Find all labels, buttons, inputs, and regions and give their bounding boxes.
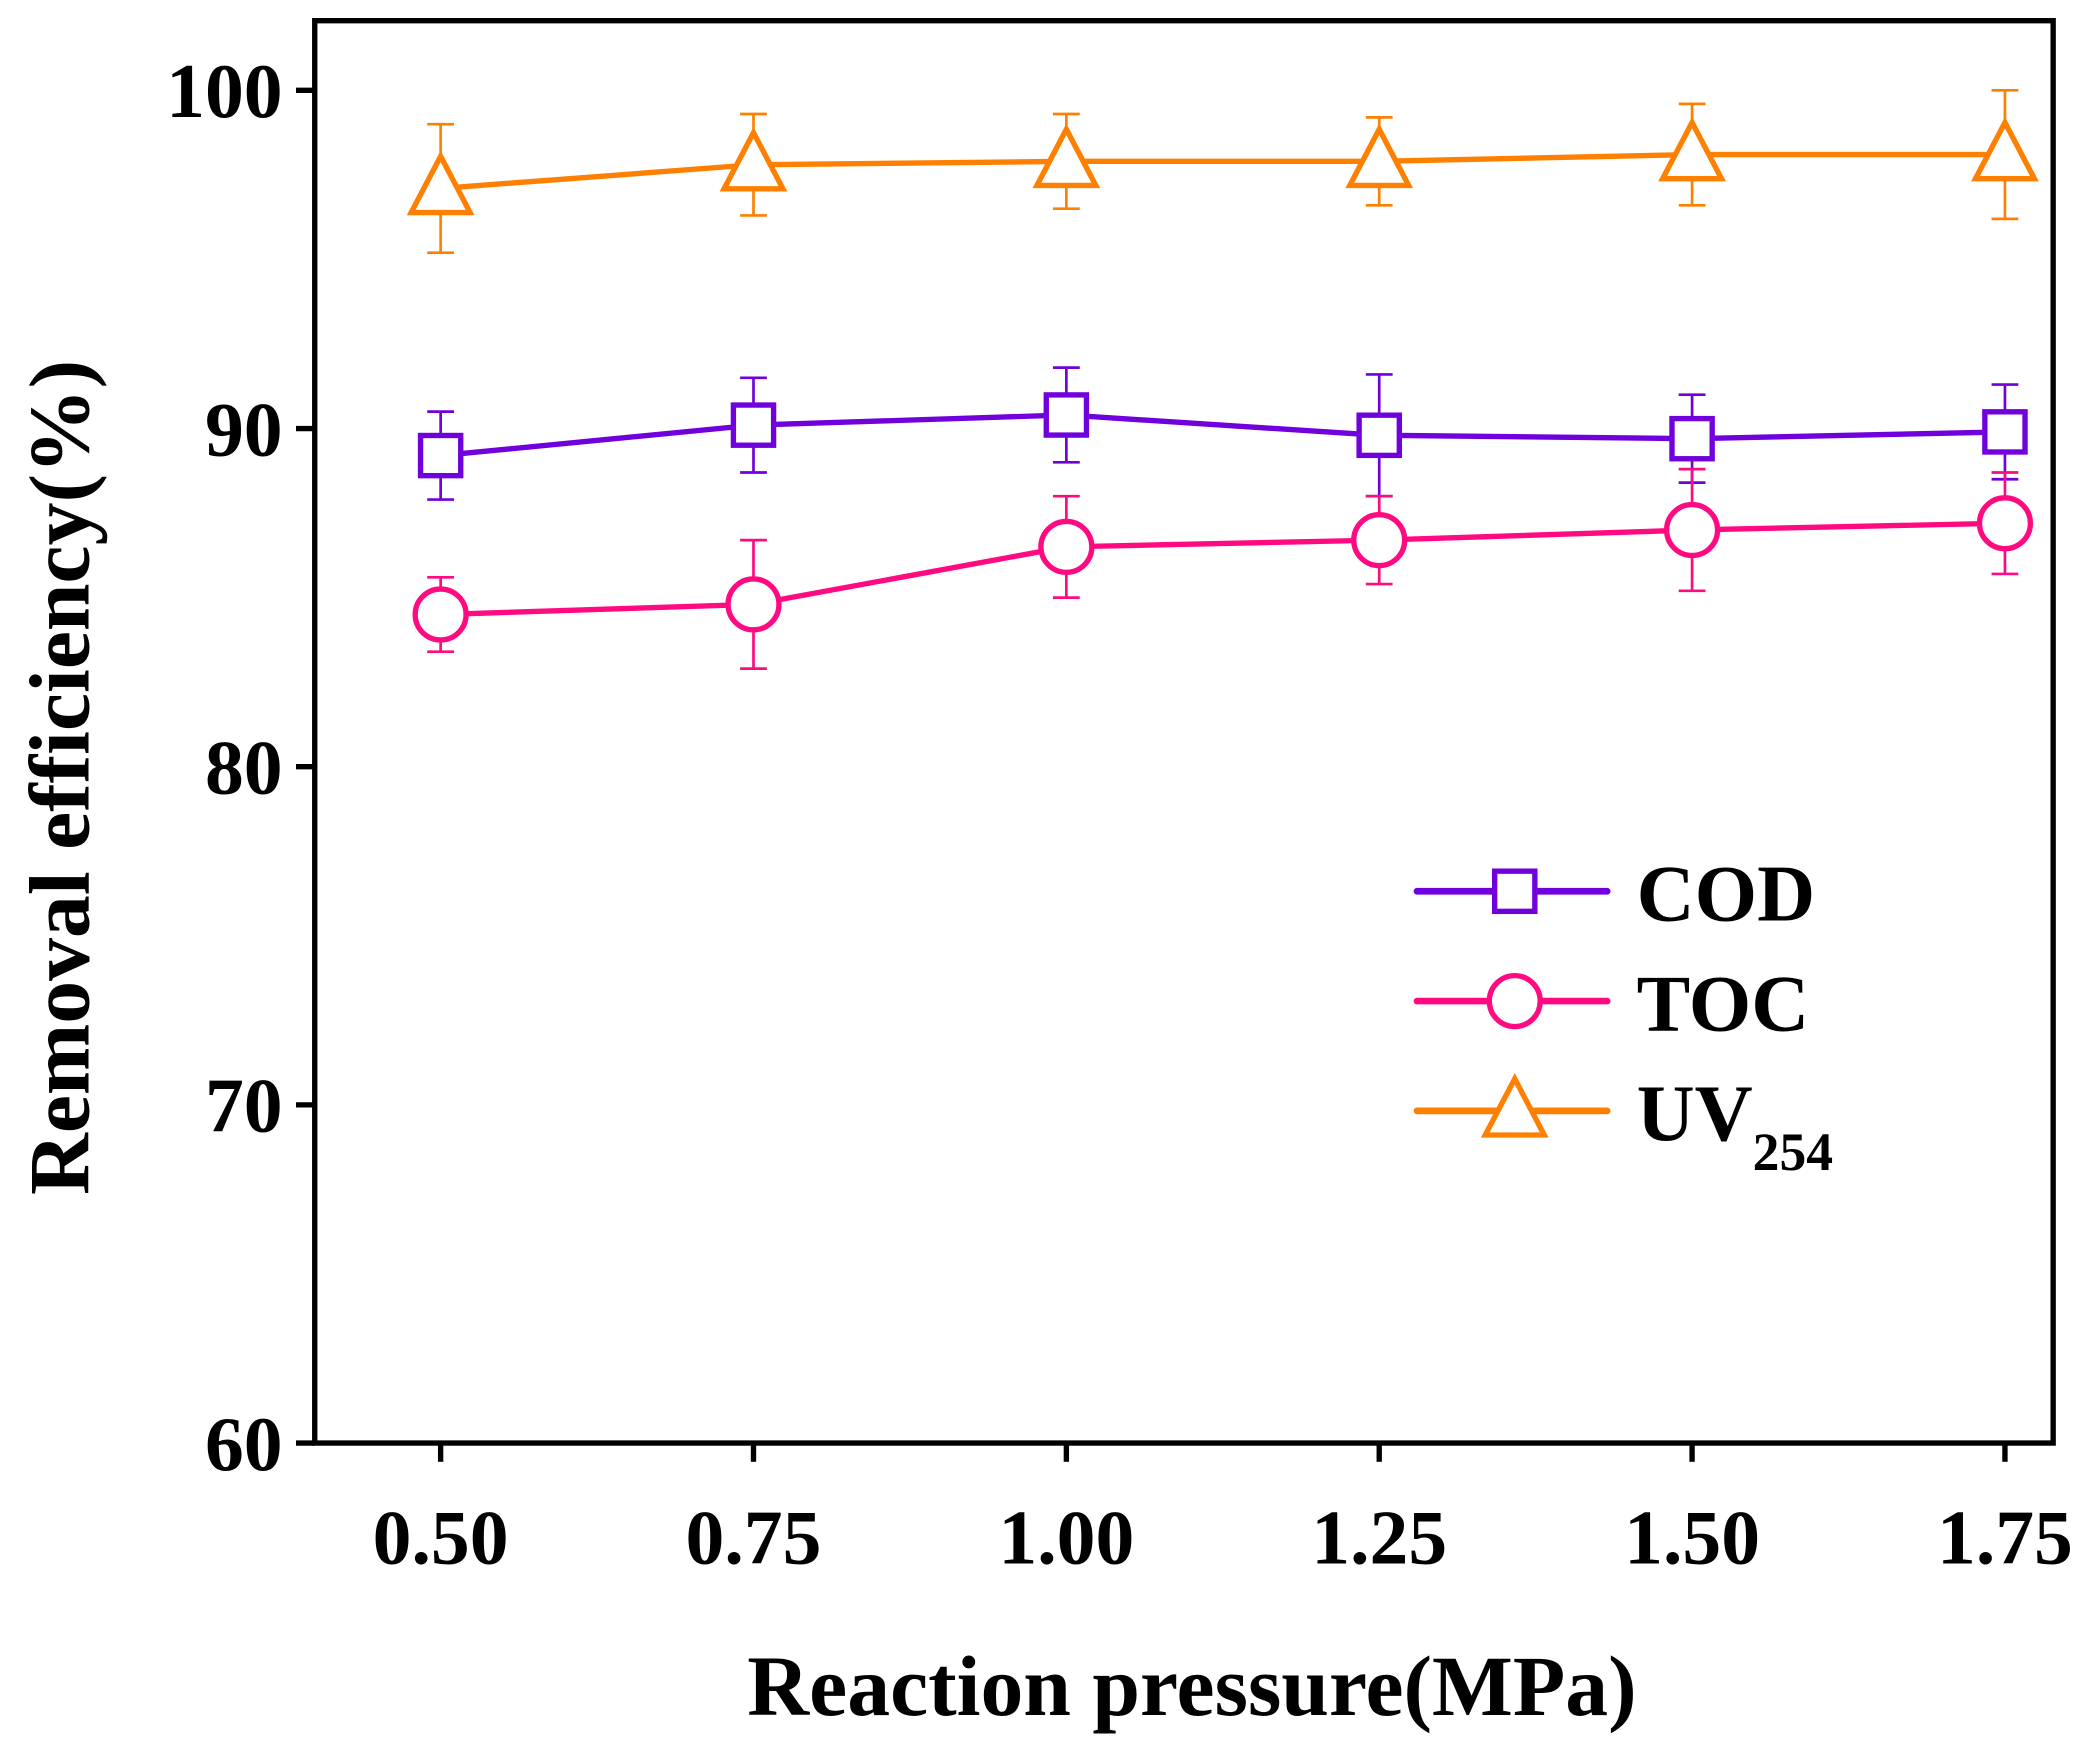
legend-item-toc: TOC [1413, 960, 1810, 1049]
data-point-triangle [719, 126, 788, 192]
y-tick-label: 90 [205, 386, 283, 472]
y-tick-label: 100 [166, 48, 282, 134]
x-tick-label: 0.50 [373, 1495, 509, 1581]
axes-frame [312, 18, 2056, 1446]
legend-label: UV254 [1637, 1069, 1833, 1181]
data-point-square [1669, 415, 1715, 462]
data-point-circle [1038, 518, 1095, 576]
data-point-circle [725, 576, 782, 633]
data-point-square [730, 402, 777, 448]
legend-label: COD [1637, 850, 1816, 939]
data-point-square [417, 432, 464, 479]
x-tick-label: 1.75 [1937, 1495, 2073, 1581]
legend-label-subscript: 254 [1753, 1122, 1833, 1182]
legend-marker-circle [1486, 972, 1543, 1030]
data-point-square [1982, 409, 2028, 455]
series-line [440, 412, 2006, 459]
x-tick-label: 1.50 [1624, 1495, 1760, 1581]
legend-label: TOC [1637, 960, 1810, 1049]
data-point-circle [1663, 501, 1721, 559]
data-point-circle [412, 586, 469, 643]
series-toc [412, 467, 2034, 670]
legend-item-cod: COD [1413, 850, 1816, 939]
data-point-square [1043, 392, 1090, 438]
x-axis-label: Reaction pressure(MPa) [747, 1639, 1636, 1734]
y-tick-label: 70 [205, 1063, 283, 1149]
series-line [440, 520, 2006, 618]
plot-area: 60 70 80 90 100 0.50 0.75 1.00 1.25 1.50 1.75 COD TO… [166, 18, 2073, 1581]
series-line [440, 151, 2005, 192]
x-tick-label: 1.00 [998, 1495, 1134, 1581]
x-tick-label: 1.25 [1311, 1495, 1447, 1581]
data-point-triangle [1345, 123, 1414, 189]
data-point-triangle [1971, 116, 2039, 182]
legend-item-uv254: UV254 [1413, 1069, 1833, 1182]
data-point-triangle [1658, 116, 1726, 182]
data-point-circle [1351, 511, 1408, 569]
y-axis-label: Removal efficiency(%) [12, 360, 107, 1195]
data-point-triangle [406, 150, 475, 216]
y-tick-label: 60 [205, 1401, 283, 1487]
legend-marker-triangle [1480, 1072, 1549, 1138]
series-uv254 [406, 89, 2039, 255]
data-point-circle [1976, 495, 2034, 552]
legend-marker-square [1491, 868, 1538, 915]
series-cod [417, 366, 2028, 501]
y-tick-label: 80 [205, 724, 283, 810]
data-point-triangle [1032, 123, 1101, 189]
x-tick-label: 0.75 [686, 1495, 822, 1581]
data-point-square [1356, 412, 1402, 459]
